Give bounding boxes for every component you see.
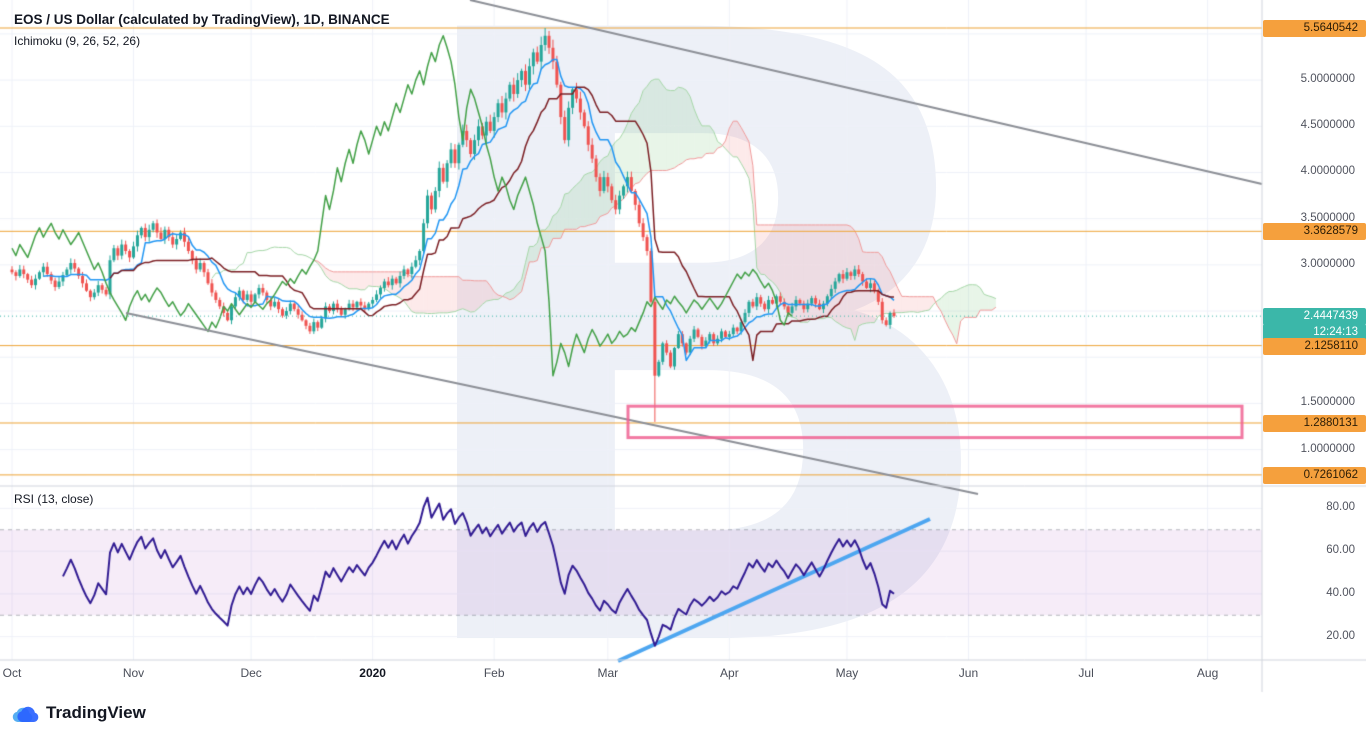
indicator-ichimoku-label[interactable]: Ichimoku (9, 26, 52, 26)	[14, 34, 141, 48]
indicator-rsi-label[interactable]: RSI (13, close)	[14, 492, 94, 506]
symbol-title[interactable]: EOS / US Dollar (calculated by TradingVi…	[14, 12, 390, 27]
tradingview-logo-icon	[12, 706, 39, 723]
main-chart-legend: EOS / US Dollar (calculated by TradingVi…	[14, 12, 390, 48]
tradingview-logo[interactable]: TradingView	[12, 702, 146, 723]
tradingview-logo-text: TradingView	[46, 702, 146, 722]
